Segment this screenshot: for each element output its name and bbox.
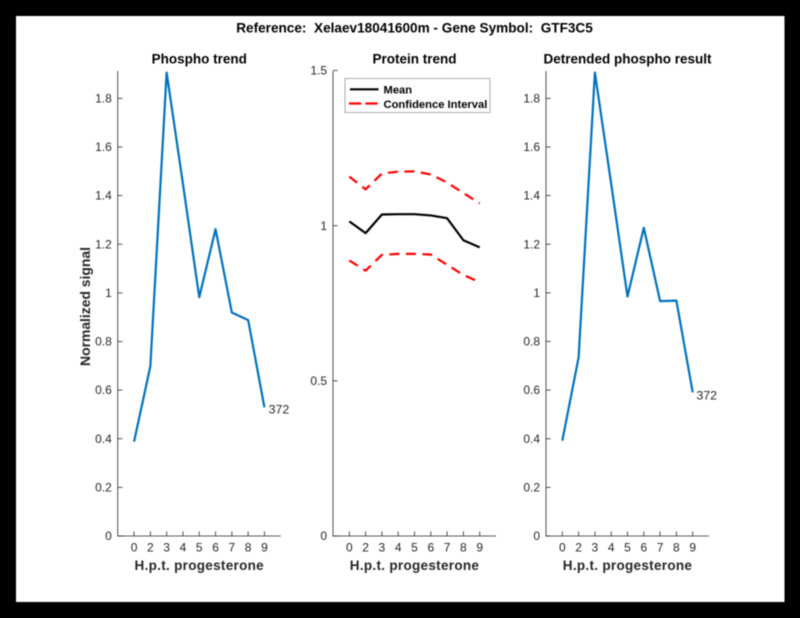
svg-text:0.4: 0.4: [95, 432, 112, 446]
svg-text:1.2: 1.2: [523, 237, 540, 251]
svg-text:1.4: 1.4: [523, 189, 540, 203]
svg-text:1.2: 1.2: [95, 237, 112, 251]
svg-text:1.8: 1.8: [523, 91, 540, 105]
svg-text:7: 7: [657, 541, 664, 555]
svg-text:0.8: 0.8: [95, 335, 112, 349]
svg-text:6: 6: [212, 541, 219, 555]
svg-text:5: 5: [624, 541, 631, 555]
svg-text:1: 1: [533, 286, 540, 300]
svg-text:Confidence Interval: Confidence Interval: [384, 99, 488, 111]
svg-text:Reference: Xelaev18041600m -: Reference: Xelaev18041600m - Gene Symbol…: [236, 20, 593, 35]
svg-text:0: 0: [346, 541, 353, 555]
svg-text:Detrended phospho result: Detrended phospho result: [543, 51, 712, 66]
svg-text:372: 372: [269, 402, 290, 416]
svg-text:0: 0: [533, 529, 540, 543]
svg-text:0: 0: [131, 541, 138, 555]
svg-text:Protein trend: Protein trend: [372, 51, 456, 66]
svg-text:0.8: 0.8: [523, 335, 540, 349]
svg-text:0.6: 0.6: [523, 383, 540, 397]
svg-text:4: 4: [395, 541, 402, 555]
svg-text:1.6: 1.6: [523, 140, 540, 154]
svg-text:0.6: 0.6: [95, 383, 112, 397]
svg-text:8: 8: [673, 541, 680, 555]
svg-text:9: 9: [476, 541, 483, 555]
svg-text:0.4: 0.4: [523, 432, 540, 446]
svg-text:4: 4: [180, 541, 187, 555]
svg-text:8: 8: [245, 541, 252, 555]
svg-text:3: 3: [379, 541, 386, 555]
svg-text:0: 0: [559, 541, 566, 555]
svg-text:3: 3: [163, 541, 170, 555]
svg-text:1: 1: [105, 286, 112, 300]
svg-text:3: 3: [592, 541, 599, 555]
svg-text:1.4: 1.4: [95, 189, 112, 203]
svg-text:Normalized signal: Normalized signal: [77, 247, 93, 366]
svg-text:1.6: 1.6: [95, 140, 112, 154]
svg-text:5: 5: [411, 541, 418, 555]
svg-text:2: 2: [575, 541, 582, 555]
svg-text:2: 2: [362, 541, 369, 555]
svg-text:5: 5: [196, 541, 203, 555]
svg-text:H.p.t. progesterone: H.p.t. progesterone: [135, 558, 265, 573]
svg-text:8: 8: [460, 541, 467, 555]
svg-text:6: 6: [427, 541, 434, 555]
svg-text:0.2: 0.2: [95, 480, 112, 494]
svg-text:9: 9: [689, 541, 696, 555]
svg-text:Phospho trend: Phospho trend: [152, 51, 247, 66]
svg-text:9: 9: [261, 541, 268, 555]
svg-text:0: 0: [105, 529, 112, 543]
svg-text:4: 4: [608, 541, 615, 555]
svg-text:1: 1: [320, 219, 327, 233]
svg-text:Mean: Mean: [384, 85, 413, 97]
svg-text:H.p.t. progesterone: H.p.t. progesterone: [563, 558, 693, 573]
svg-text:7: 7: [229, 541, 236, 555]
svg-text:7: 7: [444, 541, 451, 555]
svg-text:0.2: 0.2: [523, 480, 540, 494]
svg-text:6: 6: [640, 541, 647, 555]
svg-text:0: 0: [320, 529, 327, 543]
svg-text:1.8: 1.8: [95, 91, 112, 105]
svg-text:0.5: 0.5: [310, 374, 327, 388]
svg-text:H.p.t. progesterone: H.p.t. progesterone: [350, 558, 480, 573]
svg-text:1.5: 1.5: [310, 64, 327, 78]
svg-text:2: 2: [147, 541, 154, 555]
svg-text:372: 372: [696, 389, 717, 403]
